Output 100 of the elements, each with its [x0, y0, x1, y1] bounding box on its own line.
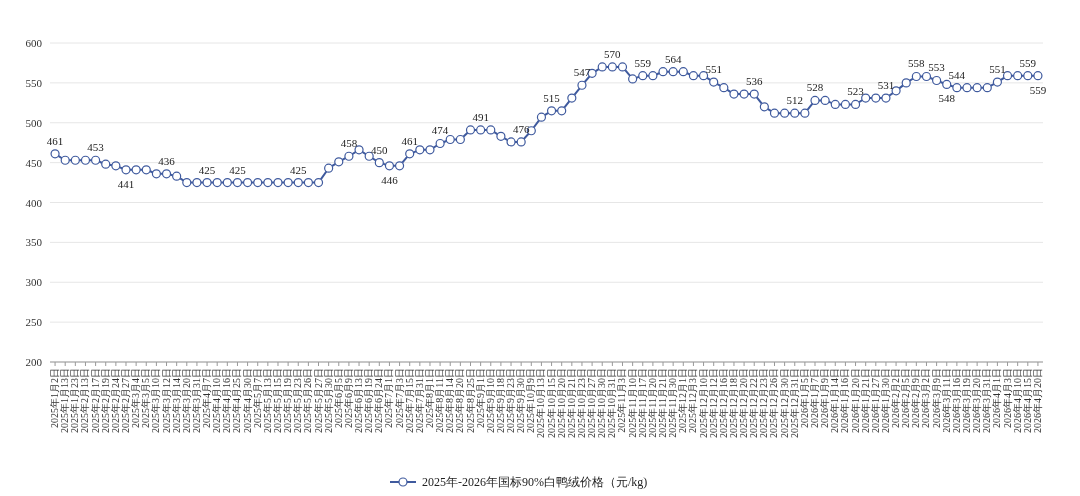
- data-label: 564: [664, 52, 682, 65]
- x-tick-label: 2025年9月10日: [484, 368, 496, 433]
- x-tick-label: 2025年10月9日: [525, 368, 537, 433]
- x-tick-label: 2026年3月19日: [961, 368, 973, 433]
- x-tick-label: 2025年2月17日: [89, 368, 101, 433]
- x-tick-label: 2025年7月31日: [413, 368, 425, 433]
- x-tick-label: 2025年4月25日: [231, 368, 243, 433]
- x-tick-label: 2025年10月27日: [586, 368, 598, 438]
- x-tick-label: 2025年12月31日: [788, 368, 800, 438]
- data-label: 523: [847, 85, 865, 98]
- x-tick-label: 2025年12月3日: [687, 368, 699, 433]
- data-label: 531: [877, 79, 895, 92]
- x-tick-label: 2025年6月19日: [363, 368, 375, 433]
- legend: 2025年-2026年国标90%白鸭绒价格（元/kg): [389, 475, 648, 489]
- data-label: 558: [908, 57, 926, 70]
- x-tick-label: 2025年5月23日: [292, 368, 304, 433]
- y-tick-label: 300: [25, 276, 43, 289]
- x-tick-label: 2025年1月2日: [49, 368, 61, 428]
- y-tick-label: 500: [25, 116, 43, 129]
- x-tick-label: 2025年3月12日: [160, 368, 172, 433]
- x-tick-label: 2025年9月23日: [505, 368, 517, 433]
- x-tick-label: 2025年12月1日: [677, 368, 689, 433]
- x-tick-label: 2025年9月1日: [474, 368, 486, 428]
- x-tick-label: 2025年11月10日: [626, 368, 638, 438]
- x-tick-label: 2026年3月16日: [950, 368, 962, 433]
- x-tick-label: 2025年4月16日: [221, 368, 233, 433]
- x-tick-label: 2025年7月3日: [393, 368, 405, 428]
- data-label: 425: [198, 163, 216, 176]
- x-tick-label: 2025年2月24日: [109, 368, 121, 433]
- data-label: 559: [1029, 83, 1047, 96]
- x-tick-label: 2025年8月11日: [434, 368, 446, 433]
- x-tick-label: 2026年1月27日: [869, 368, 881, 433]
- x-tick-label: 2025年5月27日: [312, 368, 324, 433]
- x-tick-label: 2026年2月9日: [910, 368, 922, 428]
- x-tick-label: 2026年1月7日: [809, 368, 821, 428]
- x-tick-label: 2026年3月20日: [971, 368, 983, 433]
- x-tick-label: 2025年5月19日: [282, 368, 294, 433]
- x-tick-label: 2025年1月23日: [69, 368, 81, 433]
- x-tick-label: 2025年1月13日: [59, 368, 71, 433]
- x-tick-label: 2026年4月15日: [1021, 368, 1033, 433]
- data-label: 544: [948, 68, 966, 81]
- y-tick-label: 250: [25, 316, 43, 329]
- x-tick-label: 2025年3月4日: [130, 368, 142, 428]
- x-tick-label: 2025年6月13日: [353, 368, 365, 433]
- x-tick-label: 2025年7月15日: [403, 368, 415, 433]
- x-tick-label: 2025年5月26日: [302, 368, 314, 433]
- data-label: 425: [290, 163, 307, 176]
- data-label: 528: [806, 81, 824, 94]
- x-tick-label: 2025年3月14日: [170, 368, 182, 433]
- x-tick-label: 2025年10月31日: [606, 368, 618, 438]
- x-tick-label: 2025年12月22日: [748, 368, 760, 438]
- x-tick-label: 2026年4月1日: [991, 368, 1003, 428]
- x-tick-label: 2025年5月30日: [322, 368, 334, 433]
- x-tick-label: 2026年1月21日: [859, 368, 871, 433]
- x-tick-label: 2025年11月21日: [657, 368, 669, 438]
- y-tick-label: 600: [25, 37, 43, 49]
- x-tick-label: 2025年8月14日: [444, 368, 456, 433]
- data-label: 553: [928, 61, 946, 74]
- data-label: 559: [1019, 56, 1037, 69]
- x-tick-label: 2026年3月9日: [930, 368, 942, 428]
- x-tick-label: 2025年11月3日: [616, 368, 628, 433]
- x-tick-label: 2025年3月20日: [180, 368, 192, 433]
- x-tick-label: 2025年3月10日: [150, 368, 162, 433]
- data-label: 515: [543, 91, 561, 104]
- data-label: 453: [87, 141, 105, 154]
- x-tick-label: 2026年3月11日: [940, 368, 952, 433]
- x-tick-label: 2026年2月5日: [900, 368, 912, 428]
- y-tick-label: 550: [25, 76, 43, 89]
- x-tick-label: 2025年6月24日: [373, 368, 385, 433]
- x-tick-label: 2026年1月5日: [798, 368, 810, 428]
- x-tick-label: 2025年10月20日: [555, 368, 567, 438]
- x-tick-label: 2025年10月15日: [545, 368, 557, 438]
- y-tick-label: 400: [25, 196, 43, 209]
- data-label: 450: [371, 143, 389, 156]
- x-tick-label: 2025年12月10日: [697, 368, 709, 438]
- x-tick-label: 2025年12月30日: [778, 368, 790, 438]
- data-label: 446: [381, 173, 399, 186]
- x-tick-label: 2026年4月10日: [1011, 368, 1023, 433]
- data-label: 570: [604, 47, 622, 60]
- x-tick-label: 2025年5月7日: [251, 368, 263, 428]
- x-tick-label: 2025年8月25日: [464, 368, 476, 433]
- x-tick-label: 2026年1月9日: [819, 368, 831, 428]
- x-tick-label: 2025年9月30日: [515, 368, 527, 433]
- data-label: 461: [46, 134, 64, 147]
- x-tick-label: 2025年10月21日: [565, 368, 577, 438]
- x-tick-label: 2026年4月3日: [1001, 368, 1013, 428]
- data-label: 491: [472, 110, 489, 123]
- data-label: 551: [705, 63, 722, 76]
- y-tick-label: 450: [25, 156, 43, 169]
- x-tick-label: 2025年10月30日: [596, 368, 608, 438]
- x-tick-label: 2026年3月31日: [981, 368, 993, 433]
- x-tick-label: 2026年3月2日: [920, 368, 932, 428]
- data-label: 458: [340, 137, 358, 150]
- y-tick-label: 200: [25, 356, 43, 368]
- x-tick-label: 2025年12月20日: [738, 368, 750, 438]
- x-tick-label: 2025年4月7日: [201, 368, 213, 428]
- data-label: 536: [745, 75, 763, 88]
- x-tick-label: 2025年3月5日: [140, 368, 152, 428]
- x-tick-label: 2025年10月13日: [535, 368, 547, 438]
- data-label: 476: [512, 122, 530, 135]
